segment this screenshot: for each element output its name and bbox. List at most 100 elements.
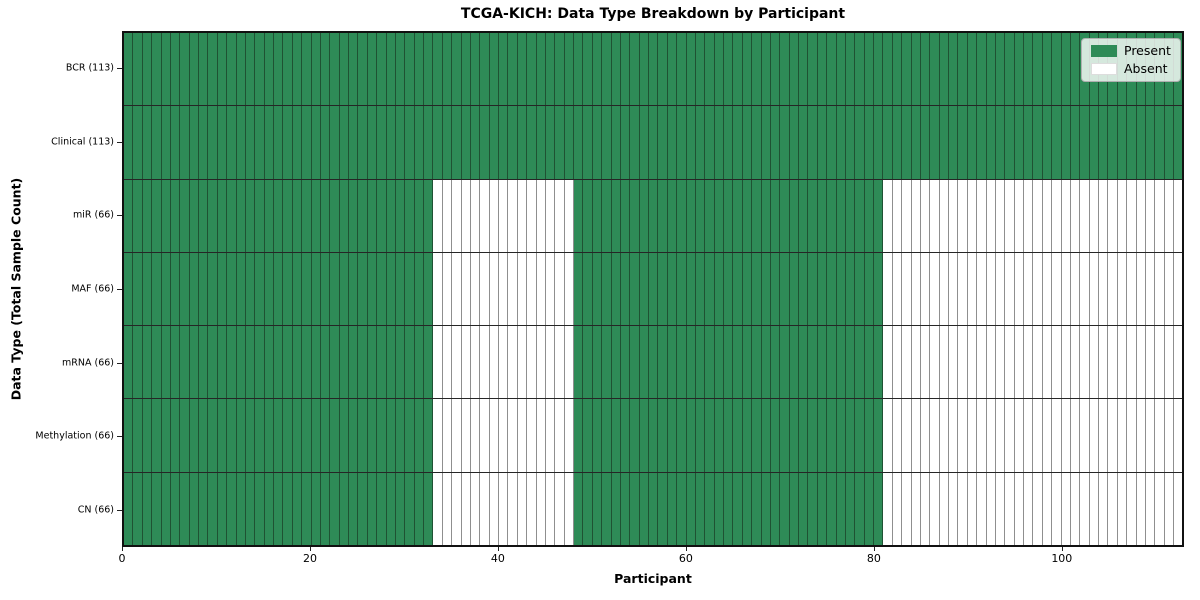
heatmap-cell bbox=[939, 472, 949, 545]
heatmap-cell bbox=[564, 472, 574, 545]
heatmap-cell bbox=[208, 472, 218, 545]
heatmap-cell bbox=[695, 252, 706, 326]
heatmap-cell bbox=[967, 179, 978, 252]
heatmap-cell bbox=[452, 472, 462, 545]
heatmap-cell bbox=[902, 33, 912, 106]
heatmap-cell bbox=[639, 106, 649, 179]
heatmap-cell bbox=[349, 179, 359, 252]
heatmap-cell bbox=[733, 33, 743, 106]
heatmap-cell bbox=[939, 33, 949, 106]
heatmap-cell bbox=[339, 33, 349, 106]
heatmap-cell bbox=[1005, 399, 1015, 472]
heatmap-cell bbox=[1014, 106, 1024, 179]
heatmap-cell bbox=[705, 326, 715, 399]
heatmap-cell bbox=[1155, 252, 1165, 326]
heatmap-cell bbox=[480, 472, 490, 545]
heatmap-cell bbox=[499, 472, 509, 545]
heatmap-cell bbox=[302, 472, 312, 545]
heatmap-cell bbox=[208, 33, 218, 106]
heatmap-cell bbox=[705, 252, 715, 326]
heatmap-cell bbox=[395, 472, 406, 545]
heatmap-cell bbox=[930, 33, 940, 106]
heatmap-cell bbox=[808, 399, 818, 472]
heatmap-cell bbox=[245, 472, 256, 545]
heatmap-cell bbox=[602, 252, 612, 326]
heatmap-cell bbox=[424, 179, 434, 252]
heatmap-cell bbox=[433, 179, 443, 252]
heatmap-cell bbox=[142, 326, 153, 399]
heatmap-cell bbox=[236, 106, 246, 179]
heatmap-cell bbox=[1164, 399, 1174, 472]
heatmap-cell bbox=[1033, 106, 1043, 179]
heatmap-cell bbox=[433, 326, 443, 399]
heatmap-cell bbox=[1108, 106, 1118, 179]
heatmap-cell bbox=[124, 106, 134, 179]
heatmap-cell bbox=[808, 472, 818, 545]
heatmap-cell bbox=[817, 106, 828, 179]
heatmap-cell bbox=[536, 179, 546, 252]
heatmap-cell bbox=[958, 326, 968, 399]
heatmap-cell bbox=[817, 472, 828, 545]
heatmap-cell bbox=[499, 33, 509, 106]
heatmap-cell bbox=[827, 399, 837, 472]
heatmap-cell bbox=[827, 252, 837, 326]
heatmap-cell bbox=[536, 326, 546, 399]
heatmap-cell bbox=[1042, 399, 1053, 472]
heatmap-cell bbox=[677, 106, 687, 179]
heatmap-cell bbox=[667, 472, 678, 545]
y-tick-mark bbox=[117, 67, 122, 69]
heatmap-cell bbox=[677, 252, 687, 326]
heatmap-cell bbox=[424, 326, 434, 399]
heatmap-cell bbox=[780, 399, 790, 472]
heatmap-cell bbox=[1042, 472, 1053, 545]
heatmap-cell bbox=[1024, 33, 1034, 106]
heatmap-cell bbox=[555, 472, 565, 545]
heatmap-cell bbox=[517, 179, 528, 252]
heatmap-cell bbox=[199, 399, 209, 472]
heatmap-cell bbox=[724, 326, 734, 399]
heatmap-cell bbox=[433, 252, 443, 326]
heatmap-cell bbox=[1164, 252, 1174, 326]
heatmap-cell bbox=[339, 106, 349, 179]
heatmap-cell bbox=[517, 472, 528, 545]
heatmap-cell bbox=[199, 326, 209, 399]
x-tick-mark bbox=[122, 547, 123, 551]
heatmap-cell bbox=[189, 252, 199, 326]
heatmap-cell bbox=[311, 252, 321, 326]
y-tick-mark bbox=[117, 215, 122, 217]
heatmap-cell bbox=[958, 179, 968, 252]
heatmap-cell bbox=[217, 326, 228, 399]
heatmap-cell bbox=[902, 106, 912, 179]
heatmap-cell bbox=[789, 252, 799, 326]
heatmap-cell bbox=[855, 472, 865, 545]
heatmap-cell bbox=[864, 472, 874, 545]
heatmap-cell bbox=[780, 179, 790, 252]
heatmap-cell bbox=[358, 106, 368, 179]
heatmap-cell bbox=[667, 399, 678, 472]
heatmap-cell bbox=[1117, 399, 1128, 472]
heatmap-cell bbox=[761, 179, 771, 252]
heatmap-cell bbox=[1089, 252, 1099, 326]
heatmap-cell bbox=[836, 179, 846, 252]
heatmap-cell bbox=[667, 33, 678, 106]
heatmap-cell bbox=[911, 472, 921, 545]
heatmap-cell bbox=[189, 33, 199, 106]
heatmap-cell bbox=[864, 179, 874, 252]
heatmap-cell bbox=[1089, 106, 1099, 179]
heatmap-cell bbox=[302, 252, 312, 326]
heatmap-cell bbox=[545, 33, 556, 106]
heatmap-cell bbox=[405, 472, 415, 545]
heatmap-cell bbox=[199, 472, 209, 545]
heatmap-cell bbox=[574, 399, 584, 472]
heatmap-cell bbox=[714, 179, 724, 252]
heatmap-cell bbox=[161, 472, 171, 545]
heatmap-cell bbox=[817, 252, 828, 326]
heatmap-cell bbox=[911, 399, 921, 472]
heatmap-cell bbox=[742, 179, 753, 252]
heatmap-cell bbox=[227, 399, 237, 472]
heatmap-cell bbox=[1070, 399, 1081, 472]
heatmap-cell bbox=[302, 179, 312, 252]
heatmap-cell bbox=[677, 399, 687, 472]
heatmap-cell bbox=[386, 326, 396, 399]
heatmap-cell bbox=[555, 399, 565, 472]
